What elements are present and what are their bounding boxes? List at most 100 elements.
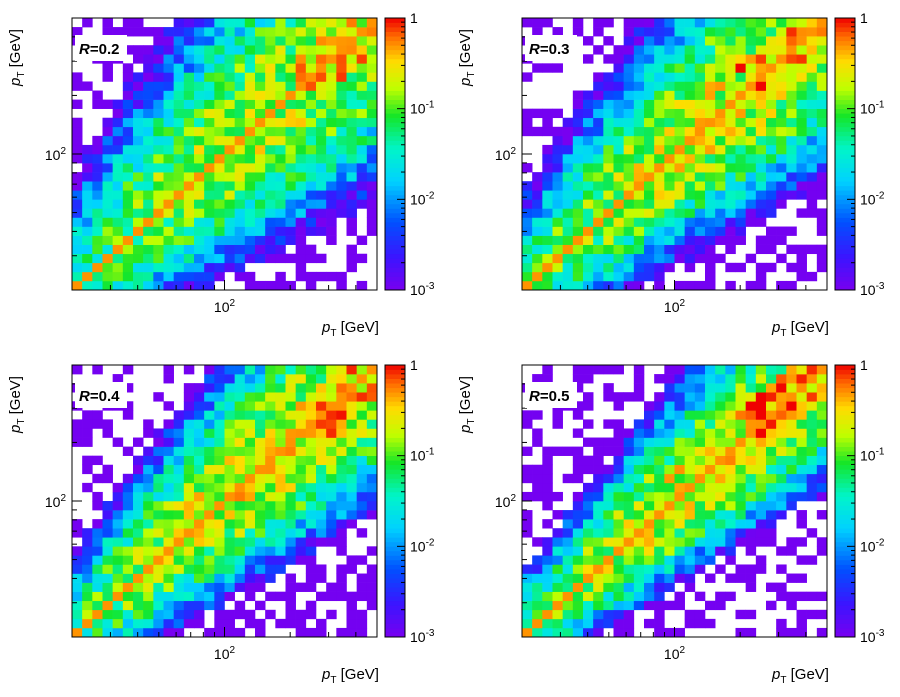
heatmap-bin	[336, 428, 347, 438]
heatmap-bin	[133, 154, 144, 164]
heatmap-bin	[786, 262, 797, 273]
heatmap-bin	[745, 501, 757, 511]
heatmap-bin	[664, 627, 675, 638]
heatmap-bin	[755, 163, 767, 173]
heatmap-bin	[562, 564, 574, 574]
heatmap-bin	[346, 627, 357, 638]
heatmap-bin	[224, 591, 235, 602]
heatmap-bin	[173, 108, 185, 119]
heatmap-bin	[766, 90, 777, 100]
heatmap-bin	[244, 253, 256, 264]
colorbar-segment	[385, 414, 405, 420]
heatmap-bin	[275, 244, 286, 255]
heatmap-bin	[593, 172, 604, 182]
heatmap-bin	[224, 190, 235, 200]
heatmap-bin	[603, 226, 614, 236]
heatmap-bin	[72, 172, 83, 182]
heatmap-bin	[326, 582, 337, 592]
heatmap-bin	[603, 172, 614, 182]
heatmap-bin	[234, 446, 246, 456]
colorbar-segment	[835, 72, 855, 78]
heatmap-bin	[173, 154, 185, 164]
heatmap-bin	[603, 90, 614, 100]
heatmap-bin	[786, 126, 797, 137]
heatmap-bin	[705, 473, 716, 484]
heatmap-bin	[163, 501, 174, 511]
heatmap-bin	[102, 555, 113, 565]
heatmap-bin	[305, 482, 317, 493]
heatmap-bin	[336, 208, 347, 218]
heatmap-bin	[654, 501, 665, 511]
heatmap-bin	[122, 627, 134, 638]
heatmap-bin	[684, 491, 696, 502]
heatmap-bin	[776, 63, 787, 73]
diagonal-bin	[316, 410, 327, 420]
heatmap-bin	[275, 154, 286, 164]
heatmap-bin	[552, 135, 563, 146]
heatmap-bin	[305, 609, 317, 620]
heatmap-bin	[766, 190, 777, 200]
heatmap-bin	[633, 491, 645, 502]
heatmap-bin	[664, 510, 675, 520]
heatmap-bin	[265, 374, 276, 384]
heatmap-bin	[644, 199, 655, 209]
heatmap-bin	[715, 117, 726, 128]
heatmap-bin	[522, 163, 533, 173]
heatmap-bin	[224, 374, 235, 384]
diagonal-bin	[305, 72, 317, 82]
heatmap-bin	[326, 510, 337, 520]
heatmap-bin	[532, 582, 543, 592]
heatmap-bin	[572, 144, 584, 155]
heatmap-bin	[694, 365, 706, 375]
heatmap-bin	[806, 18, 818, 28]
heatmap-bin	[92, 501, 103, 511]
heatmap-bin	[633, 383, 645, 393]
heatmap-bin	[664, 600, 675, 611]
heatmap-bin	[633, 135, 645, 146]
heatmap-bin	[255, 253, 266, 264]
heatmap-bin	[143, 262, 154, 273]
heatmap-bin	[204, 491, 215, 502]
heatmap-bin	[173, 36, 185, 46]
diagonal-bin	[623, 190, 635, 200]
heatmap-bin	[603, 464, 614, 475]
heatmap-bin	[336, 99, 347, 109]
heatmap-bin	[613, 365, 624, 375]
heatmap-bin	[633, 262, 645, 273]
heatmap-bin	[173, 163, 185, 173]
diagonal-bin	[705, 117, 716, 128]
heatmap-bin	[163, 54, 174, 64]
heatmap-bin	[143, 600, 154, 611]
heatmap-bin	[204, 244, 215, 255]
heatmap-bin	[163, 253, 174, 264]
heatmap-bin	[654, 491, 665, 502]
heatmap-bin	[316, 401, 327, 411]
heatmap-bin	[745, 455, 757, 466]
colorbar-segment	[835, 473, 855, 479]
heatmap-bin	[183, 199, 195, 209]
heatmap-bin	[542, 154, 553, 164]
heatmap-bin	[346, 419, 357, 429]
colorbar-segment	[835, 76, 855, 82]
heatmap-bin	[133, 244, 144, 255]
diagonal-bin	[542, 609, 553, 620]
colorbar-segment	[835, 253, 855, 259]
heatmap-bin	[654, 428, 665, 438]
heatmap-bin	[583, 510, 594, 520]
heatmap-bin	[143, 117, 154, 128]
heatmap-bin	[265, 72, 276, 82]
heatmap-bin	[654, 262, 665, 273]
heatmap-bin	[755, 473, 767, 484]
heatmap-bin	[613, 510, 624, 520]
heatmap-bin	[346, 117, 357, 128]
heatmap-bin	[684, 473, 696, 484]
heatmap-bin	[366, 464, 378, 475]
heatmap-bin	[583, 117, 594, 128]
heatmap-bin	[366, 446, 378, 456]
colorbar-segment	[385, 67, 405, 73]
heatmap-bin	[633, 144, 645, 155]
heatmap-bin	[275, 455, 286, 466]
heatmap-bin	[532, 244, 543, 255]
heatmap-bin	[532, 374, 543, 384]
colorbar-segment	[835, 618, 855, 624]
